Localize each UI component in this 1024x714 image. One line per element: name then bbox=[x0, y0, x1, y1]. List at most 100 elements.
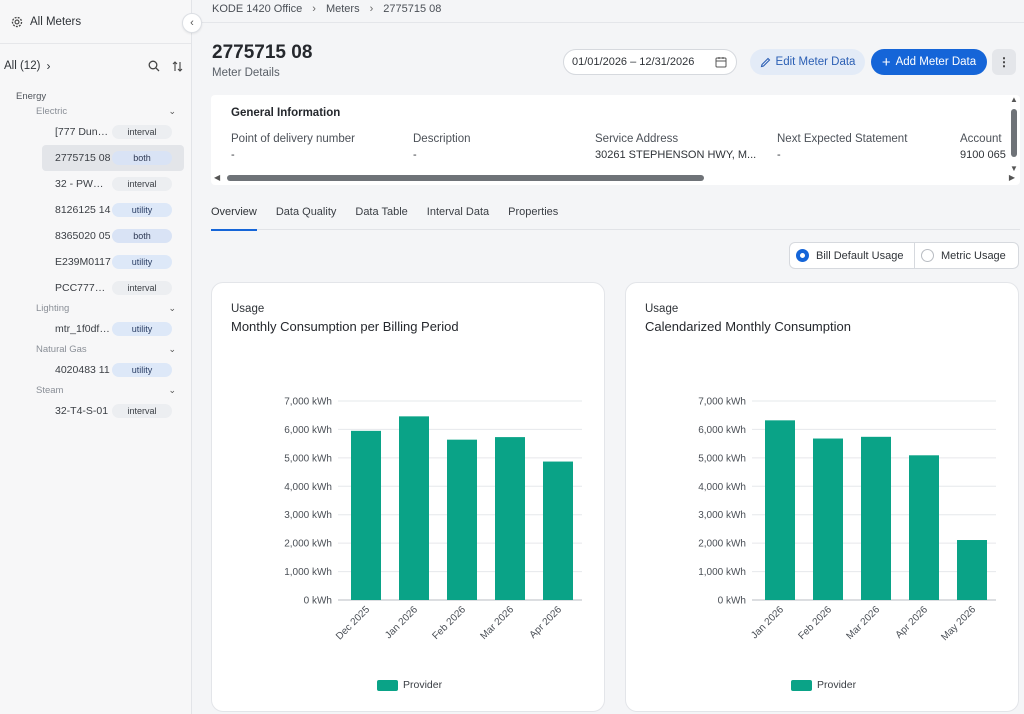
x-tick-label: Jan 2026 bbox=[383, 604, 420, 641]
chart-card-calendarized: Usage Calendarized Monthly Consumption 0… bbox=[625, 282, 1019, 712]
x-tick-label: Jan 2026 bbox=[749, 604, 786, 641]
sort-icon[interactable] bbox=[172, 60, 183, 72]
meter-type-badge: utility bbox=[112, 322, 172, 336]
meter-item[interactable]: mtr_1f0df2a utility bbox=[42, 316, 184, 342]
tab-overview[interactable]: Overview bbox=[211, 200, 257, 231]
bar[interactable] bbox=[447, 439, 477, 600]
chevron-right-icon: › bbox=[312, 3, 316, 15]
bar[interactable] bbox=[861, 436, 891, 600]
gear-icon bbox=[11, 16, 23, 27]
info-label: Account bbox=[960, 133, 1002, 145]
bar[interactable] bbox=[909, 455, 939, 600]
meter-name: 2775715 08 bbox=[55, 152, 111, 164]
x-tick-label: Mar 2026 bbox=[478, 604, 516, 642]
bar[interactable] bbox=[813, 438, 843, 600]
date-range-picker[interactable]: 01/01/2026 – 12/31/2026 bbox=[563, 49, 737, 75]
meter-item[interactable]: PCC777_Maininterval bbox=[42, 275, 184, 301]
meter-type-badge: both bbox=[112, 151, 172, 165]
chevron-down-icon[interactable]: ⌄ bbox=[168, 106, 176, 116]
chevron-down-icon[interactable]: ⌄ bbox=[168, 385, 176, 395]
chevron-down-icon[interactable]: ⌄ bbox=[168, 303, 176, 313]
group-electric[interactable]: Electric ⌄ bbox=[16, 104, 191, 119]
meter-item[interactable]: 8126125 14 utility bbox=[42, 197, 184, 223]
meter-item[interactable]: 2775715 08 both bbox=[42, 145, 184, 171]
radio-selected[interactable] bbox=[796, 249, 809, 262]
horizontal-scrollbar[interactable]: ◀ ▶ bbox=[211, 172, 1015, 184]
meter-name: 32-T4-S-01 bbox=[55, 405, 109, 417]
info-point-of-delivery: Point of delivery number - bbox=[231, 133, 355, 161]
y-tick-label: 3,000 kWh bbox=[284, 510, 332, 521]
edit-meter-data-button[interactable]: Edit Meter Data bbox=[750, 49, 865, 75]
bar[interactable] bbox=[765, 420, 795, 600]
chart-legend[interactable]: Provider bbox=[791, 679, 856, 691]
radio-unselected[interactable] bbox=[921, 249, 934, 262]
general-information-title: General Information bbox=[231, 107, 341, 119]
meter-type-badge: interval bbox=[112, 404, 172, 418]
scroll-right-icon[interactable]: ▶ bbox=[1008, 173, 1015, 182]
meter-item[interactable]: [777 Dunsmoreinterval bbox=[42, 119, 184, 145]
filter-all-dropdown[interactable]: All (12) › bbox=[4, 59, 50, 73]
info-account: Account 9100 065 bbox=[960, 133, 1006, 161]
chevron-right-icon: › bbox=[369, 3, 374, 15]
breadcrumb-meters[interactable]: Meters bbox=[325, 3, 360, 15]
add-meter-data-button[interactable]: + Add Meter Data bbox=[871, 49, 987, 75]
meter-tree: Energy Electric⌄[777 Dunsmoreinterval277… bbox=[0, 91, 191, 424]
bar[interactable] bbox=[957, 540, 987, 600]
general-information-card: General Information Point of delivery nu… bbox=[211, 95, 1020, 185]
filter-all-label: All (12) bbox=[4, 60, 41, 72]
sidebar-header[interactable]: All Meters bbox=[0, 0, 191, 44]
more-options-button[interactable]: ⋮ bbox=[992, 49, 1016, 75]
chevron-down-icon[interactable]: ⌄ bbox=[168, 344, 176, 354]
chart-kicker: Usage bbox=[645, 303, 679, 315]
group-steam[interactable]: Steam ⌄ bbox=[16, 383, 191, 398]
meter-name: E239M0117 bbox=[55, 256, 111, 268]
more-vertical-icon: ⋮ bbox=[998, 55, 1010, 69]
bar[interactable] bbox=[399, 416, 429, 600]
meter-name: 32 - PWR - 1 bbox=[55, 178, 111, 190]
chart-title: Monthly Consumption per Billing Period bbox=[231, 319, 459, 334]
tab-data-quality[interactable]: Data Quality bbox=[275, 206, 337, 218]
bar[interactable] bbox=[495, 437, 525, 600]
meter-name: 4020483 11 bbox=[55, 364, 110, 376]
y-tick-label: 3,000 kWh bbox=[698, 510, 746, 521]
x-tick-label: Feb 2026 bbox=[796, 604, 834, 642]
group-lighting[interactable]: Lighting ⌄ bbox=[16, 301, 191, 316]
meter-item[interactable]: 8365020 05 both bbox=[42, 223, 184, 249]
collapse-sidebar-button[interactable]: ‹ bbox=[182, 13, 202, 33]
group-natural-gas[interactable]: Natural Gas ⌄ bbox=[16, 342, 191, 357]
legend-swatch bbox=[791, 679, 812, 691]
meter-item[interactable]: 32 - PWR - 1 interval bbox=[42, 171, 184, 197]
y-tick-label: 1,000 kWh bbox=[284, 567, 332, 578]
group-energy: Energy bbox=[16, 91, 47, 102]
chart-card-billing: Usage Monthly Consumption per Billing Pe… bbox=[211, 282, 605, 712]
info-label: Description bbox=[413, 133, 471, 145]
y-tick-label: 7,000 kWh bbox=[698, 397, 746, 408]
meter-type-badge: utility bbox=[112, 255, 172, 269]
meter-name: mtr_1f0df2a bbox=[55, 323, 111, 335]
scroll-down-icon[interactable]: ▼ bbox=[1010, 164, 1018, 173]
info-value: 30261 STEPHENSON HWY, M... bbox=[595, 149, 757, 161]
meter-name: PCC777_Main bbox=[55, 282, 111, 294]
scroll-up-icon[interactable]: ▲ bbox=[1010, 95, 1018, 104]
breadcrumb-site[interactable]: KODE 1420 Office bbox=[212, 3, 303, 15]
meter-name: [777 Dunsmore bbox=[55, 126, 111, 138]
scrollbar-thumb[interactable] bbox=[1011, 109, 1017, 157]
tab-interval-data[interactable]: Interval Data bbox=[426, 206, 490, 218]
meter-item[interactable]: 32-T4-S-01 interval bbox=[42, 398, 184, 424]
vertical-scrollbar[interactable]: ▲ ▼ bbox=[1008, 95, 1020, 173]
search-icon[interactable] bbox=[148, 60, 160, 72]
bill-default-usage-option[interactable]: Bill Default Usage bbox=[790, 243, 915, 268]
metric-usage-option[interactable]: Metric Usage bbox=[915, 243, 1006, 268]
info-next-statement: Next Expected Statement - bbox=[777, 133, 907, 161]
chart-legend[interactable]: Provider bbox=[377, 679, 442, 691]
meter-item[interactable]: 4020483 11 utility bbox=[42, 357, 184, 383]
tab-properties[interactable]: Properties bbox=[508, 206, 559, 218]
scroll-left-icon[interactable]: ◀ bbox=[214, 173, 221, 182]
scrollbar-thumb[interactable] bbox=[227, 175, 704, 181]
bar[interactable] bbox=[543, 461, 573, 600]
bar-chart: 0 kWh 1,000 kWh 2,000 kWh 3,000 kWh 4,000 kW… bbox=[698, 397, 996, 643]
tab-data-table[interactable]: Data Table bbox=[355, 206, 408, 218]
main-content: KODE 1420 Office › Meters › 2775715 08 2… bbox=[192, 0, 1024, 714]
bar[interactable] bbox=[351, 430, 381, 600]
meter-item[interactable]: E239M0117 utility bbox=[42, 249, 184, 275]
